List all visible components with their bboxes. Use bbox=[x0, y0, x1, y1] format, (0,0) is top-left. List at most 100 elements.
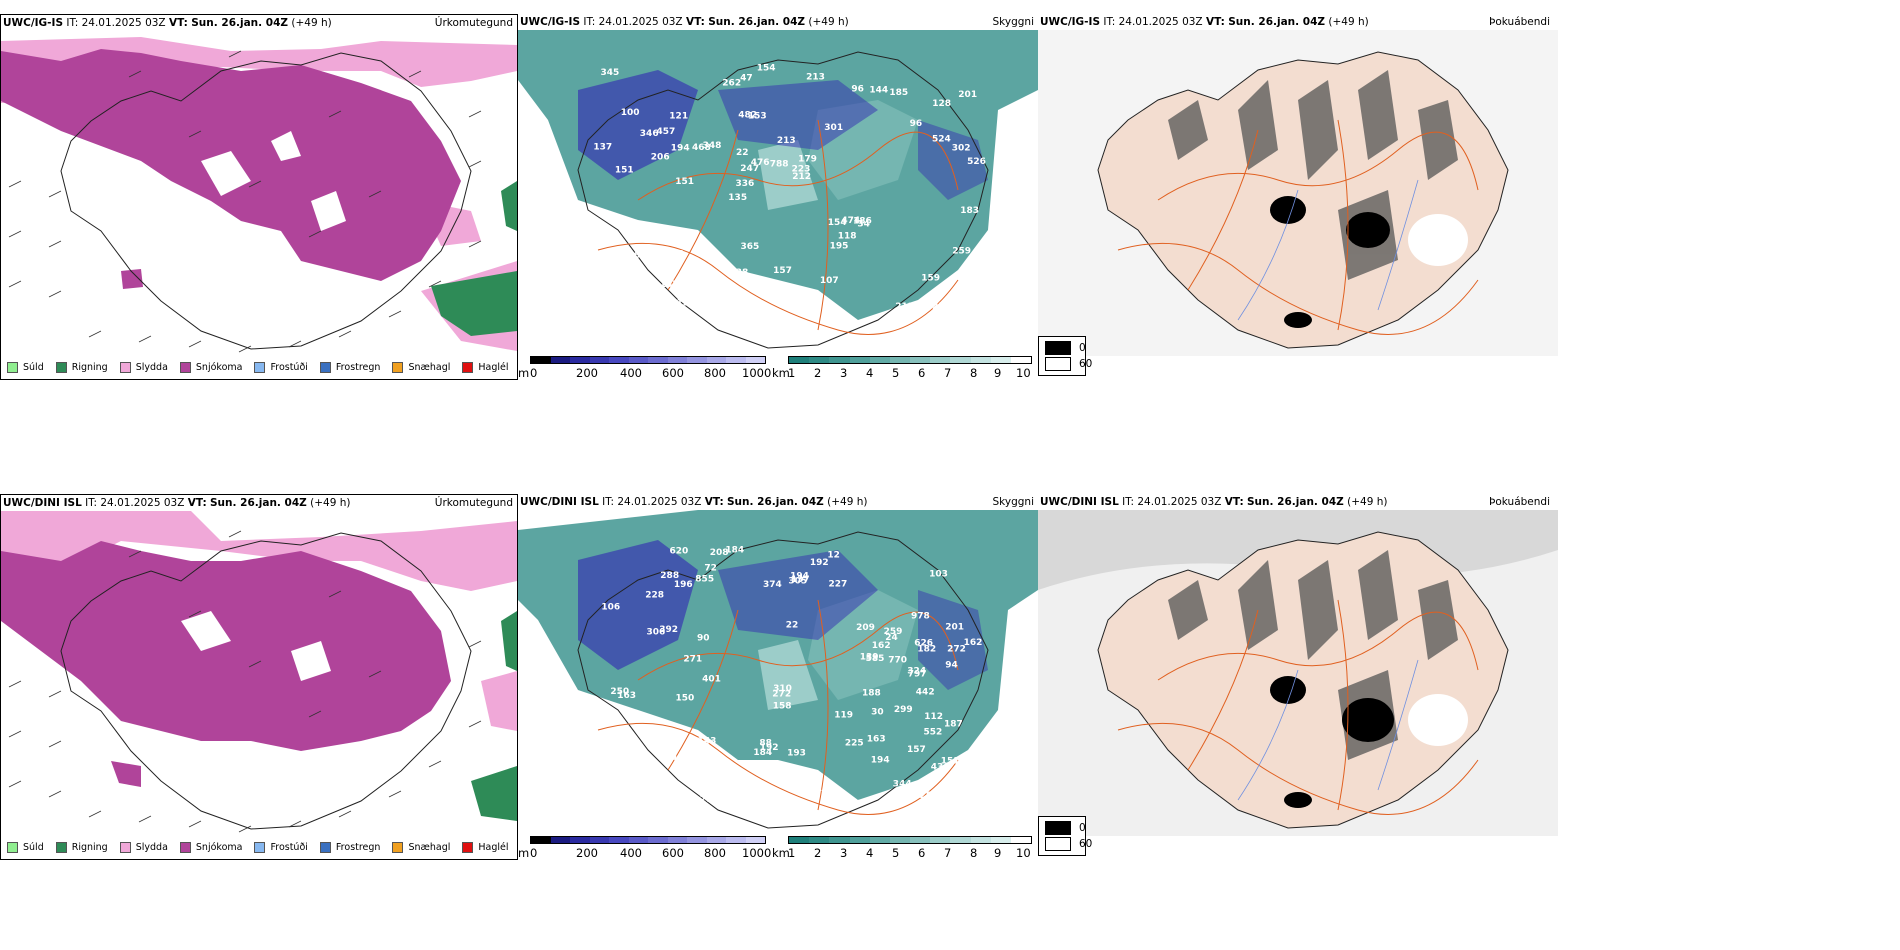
cloud-height-label: 101 bbox=[725, 781, 744, 791]
cloud-height-label: 272 bbox=[947, 644, 966, 654]
cbar-segment bbox=[1010, 357, 1032, 363]
legend-item-rain: Rigning bbox=[55, 361, 108, 373]
fog-swatch bbox=[1045, 357, 1071, 371]
cbar-segment bbox=[609, 357, 629, 363]
cloud-height-label: 249 bbox=[816, 784, 835, 794]
cbar-tick: 3 bbox=[840, 846, 848, 860]
fog-legend-row: 0 bbox=[1045, 341, 1086, 355]
cloud-height-label: 324 bbox=[907, 667, 926, 677]
legend-item-snow-pellets: Snæhagl bbox=[392, 841, 450, 853]
cloud-height-label: 526 bbox=[967, 157, 986, 167]
cbar-segment bbox=[930, 837, 951, 843]
cbar-unit: km bbox=[772, 846, 790, 860]
legend-swatch bbox=[55, 361, 67, 373]
cloud-height-label: 153 bbox=[748, 111, 767, 121]
cbar-segment bbox=[889, 837, 911, 843]
cbar-tick: 600 bbox=[662, 846, 684, 860]
cloud-height-label: 797 bbox=[908, 669, 927, 679]
cloud-height-label: 250 bbox=[697, 292, 716, 302]
cloud-height-label: 184 bbox=[753, 748, 772, 758]
cbar-tick: 7 bbox=[944, 366, 952, 380]
cloud-height-label: 229 bbox=[603, 308, 622, 318]
cbar-segment bbox=[849, 837, 870, 843]
cloud-height-label: 344 bbox=[893, 780, 912, 790]
cloud-height-label: 159 bbox=[921, 274, 940, 284]
cloud-height-label: 313 bbox=[845, 799, 864, 809]
cloud-height-label: 24 bbox=[885, 633, 898, 643]
cloud-height-label: 201 bbox=[945, 623, 964, 633]
cloud-height-label: 585 bbox=[866, 654, 885, 664]
cloud-height-label: 107 bbox=[820, 276, 839, 286]
cbar-segment bbox=[706, 837, 726, 843]
cloud-height-label: 34 bbox=[857, 220, 870, 230]
fog-swatch bbox=[1045, 837, 1071, 851]
cloud-height-label: 215 bbox=[670, 299, 689, 309]
cbar-tick: 1000 bbox=[742, 366, 772, 380]
legend-item-freezing-rain: Frostregn bbox=[319, 361, 380, 373]
fog-map-bottom bbox=[1038, 510, 1558, 836]
cbar-segment bbox=[809, 837, 830, 843]
cloud-height-label: 442 bbox=[916, 688, 935, 698]
cloud-height-label: 305 bbox=[788, 576, 807, 586]
cloud-height-label: 290 bbox=[940, 784, 959, 794]
cloud-height-label: 434 bbox=[931, 762, 950, 772]
cloud-height-label: 247 bbox=[740, 164, 759, 174]
legend-swatch bbox=[7, 841, 18, 853]
cbar-segment bbox=[550, 357, 570, 363]
cbar-segment bbox=[789, 837, 810, 843]
cbar-segment bbox=[628, 357, 648, 363]
cbar-segment bbox=[849, 357, 870, 363]
panel-title-fog: Þokuábendi bbox=[1489, 496, 1550, 508]
cloud-height-label: 358 bbox=[632, 310, 651, 320]
cloud-height-label: 186 bbox=[853, 217, 872, 227]
fog-legend-row: 0 bbox=[1045, 821, 1086, 835]
cloud-height-label: 192 bbox=[760, 743, 779, 753]
legend-item-drizzle: Súld bbox=[7, 361, 44, 373]
panel-title-cloud: Skyggni bbox=[992, 16, 1035, 28]
cbar-segment bbox=[648, 357, 668, 363]
cloud-height-label: 106 bbox=[601, 603, 620, 613]
legend-item-sleet: Slydda bbox=[119, 361, 168, 373]
cloud-height-label: 323 bbox=[634, 306, 653, 316]
cbar-tick: 6 bbox=[918, 846, 926, 860]
cloud-height-label: 93 bbox=[774, 286, 787, 296]
cloud-height-label: 162 bbox=[872, 641, 891, 651]
legend-item-snow-pellets: Snæhagl bbox=[392, 361, 450, 373]
fog-swatch bbox=[1045, 341, 1071, 355]
cloud-height-label: 209 bbox=[856, 623, 875, 633]
legend-item-hail: Haglél bbox=[462, 361, 509, 373]
cloud-height-label: 118 bbox=[838, 231, 857, 241]
cbar-segment bbox=[970, 357, 991, 363]
cloud-height-label: 395 bbox=[600, 316, 619, 326]
cbar-m-top: m 0 200 400 600 800 1000 bbox=[518, 356, 778, 380]
cloud-height-label: 163 bbox=[867, 734, 886, 744]
legend-swatch bbox=[319, 361, 331, 373]
panel-header: UWC/IG-IS IT: 24.01.2025 03Z VT: Sun. 26… bbox=[3, 17, 332, 29]
cloud-height-label: 157 bbox=[660, 280, 679, 290]
cloud-height-label: 88 bbox=[759, 739, 772, 749]
cloud-height-label: 346 bbox=[640, 129, 659, 139]
panel-header: UWC/DINI ISL IT: 24.01.2025 03Z VT: Sun.… bbox=[520, 496, 868, 508]
cloud-height-label: 267 bbox=[627, 251, 646, 261]
legend-swatch bbox=[179, 841, 191, 853]
legend-swatch bbox=[119, 361, 131, 373]
cloud-height-label: 183 bbox=[960, 206, 979, 216]
colorbar-m bbox=[530, 356, 766, 364]
legend-item-freezing-rain: Frostregn bbox=[319, 841, 380, 853]
cbar-segment bbox=[829, 357, 850, 363]
cbar-tick: 200 bbox=[576, 366, 598, 380]
cloud-height-label: 392 bbox=[659, 625, 678, 635]
cloud-height-label: 169 bbox=[697, 755, 716, 765]
cloud-height-label: 168 bbox=[612, 777, 631, 787]
cbar-segment bbox=[628, 837, 648, 843]
cloud-height-label: 184 bbox=[725, 545, 744, 555]
cloud-height-label: 112 bbox=[924, 712, 943, 722]
cloud-height-label: 299 bbox=[894, 705, 913, 715]
cloud-height-label: 401 bbox=[702, 674, 721, 684]
cloud-height-label: 22 bbox=[736, 148, 749, 158]
cloud-height-label: 524 bbox=[932, 135, 951, 145]
fog-swatch bbox=[1045, 821, 1071, 835]
cloud-height-label: 468 bbox=[692, 143, 711, 153]
cloud-height-label: 187 bbox=[944, 720, 963, 730]
cbar-tick: 5 bbox=[892, 846, 900, 860]
